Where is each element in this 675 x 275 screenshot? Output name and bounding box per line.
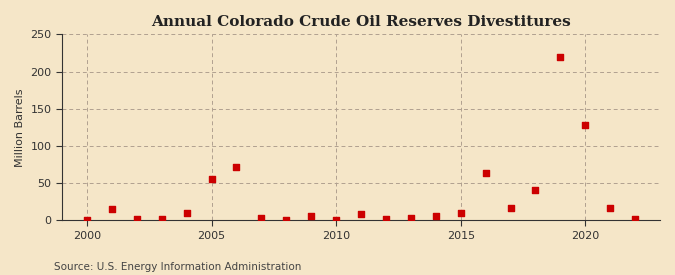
Point xyxy=(406,216,416,220)
Point xyxy=(630,217,641,221)
Y-axis label: Million Barrels: Million Barrels xyxy=(15,88,25,167)
Point xyxy=(530,188,541,192)
Point xyxy=(82,218,92,222)
Point xyxy=(256,216,267,220)
Point xyxy=(132,217,142,221)
Point xyxy=(431,214,441,218)
Point xyxy=(505,206,516,211)
Point xyxy=(182,211,192,215)
Text: Source: U.S. Energy Information Administration: Source: U.S. Energy Information Administ… xyxy=(54,262,301,271)
Point xyxy=(306,214,317,218)
Point xyxy=(480,171,491,176)
Point xyxy=(605,205,616,210)
Point xyxy=(580,123,591,127)
Point xyxy=(381,217,392,221)
Point xyxy=(206,177,217,182)
Point xyxy=(231,164,242,169)
Point xyxy=(555,54,566,59)
Point xyxy=(331,218,342,222)
Point xyxy=(107,207,117,211)
Point xyxy=(456,211,466,215)
Point xyxy=(356,211,367,216)
Point xyxy=(281,218,292,222)
Title: Annual Colorado Crude Oil Reserves Divestitures: Annual Colorado Crude Oil Reserves Dives… xyxy=(151,15,571,29)
Point xyxy=(157,217,167,221)
